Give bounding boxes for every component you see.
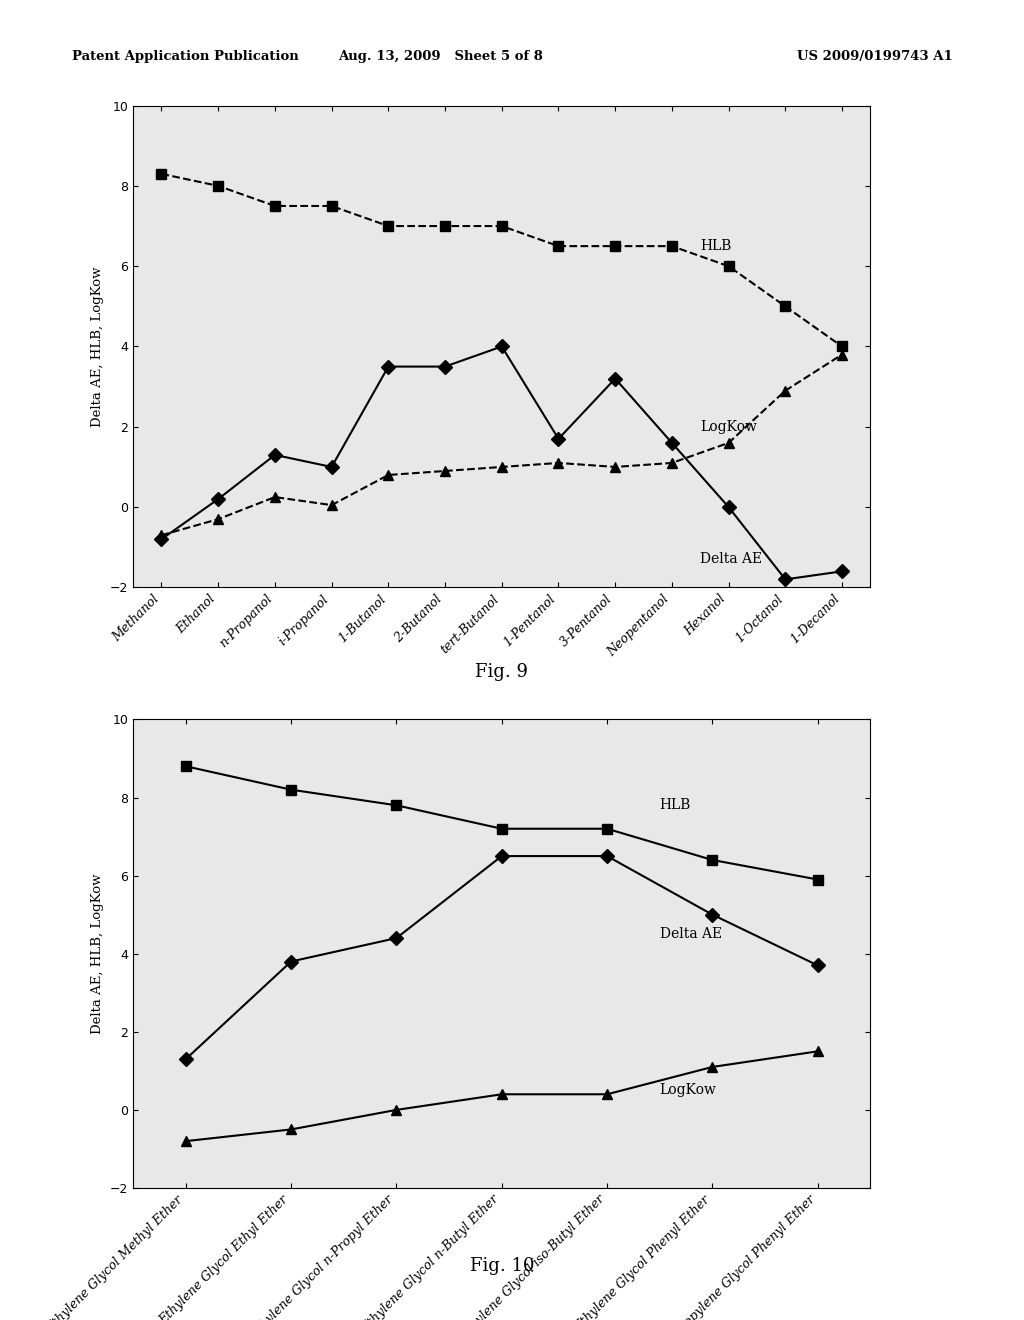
- Text: HLB: HLB: [659, 799, 691, 812]
- Text: Patent Application Publication: Patent Application Publication: [72, 50, 298, 63]
- Text: Delta AE: Delta AE: [659, 927, 722, 941]
- Text: LogKow: LogKow: [659, 1084, 717, 1097]
- Text: Aug. 13, 2009   Sheet 5 of 8: Aug. 13, 2009 Sheet 5 of 8: [338, 50, 543, 63]
- Text: Delta AE: Delta AE: [700, 552, 763, 566]
- Text: HLB: HLB: [700, 239, 731, 253]
- Text: Fig. 9: Fig. 9: [475, 663, 528, 681]
- Text: US 2009/0199743 A1: US 2009/0199743 A1: [797, 50, 952, 63]
- Y-axis label: Delta AE, HLB, LogKow: Delta AE, HLB, LogKow: [91, 267, 104, 426]
- Text: Fig. 10: Fig. 10: [470, 1257, 534, 1275]
- Y-axis label: Delta AE, HLB, LogKow: Delta AE, HLB, LogKow: [91, 874, 104, 1034]
- Text: LogKow: LogKow: [700, 420, 757, 434]
